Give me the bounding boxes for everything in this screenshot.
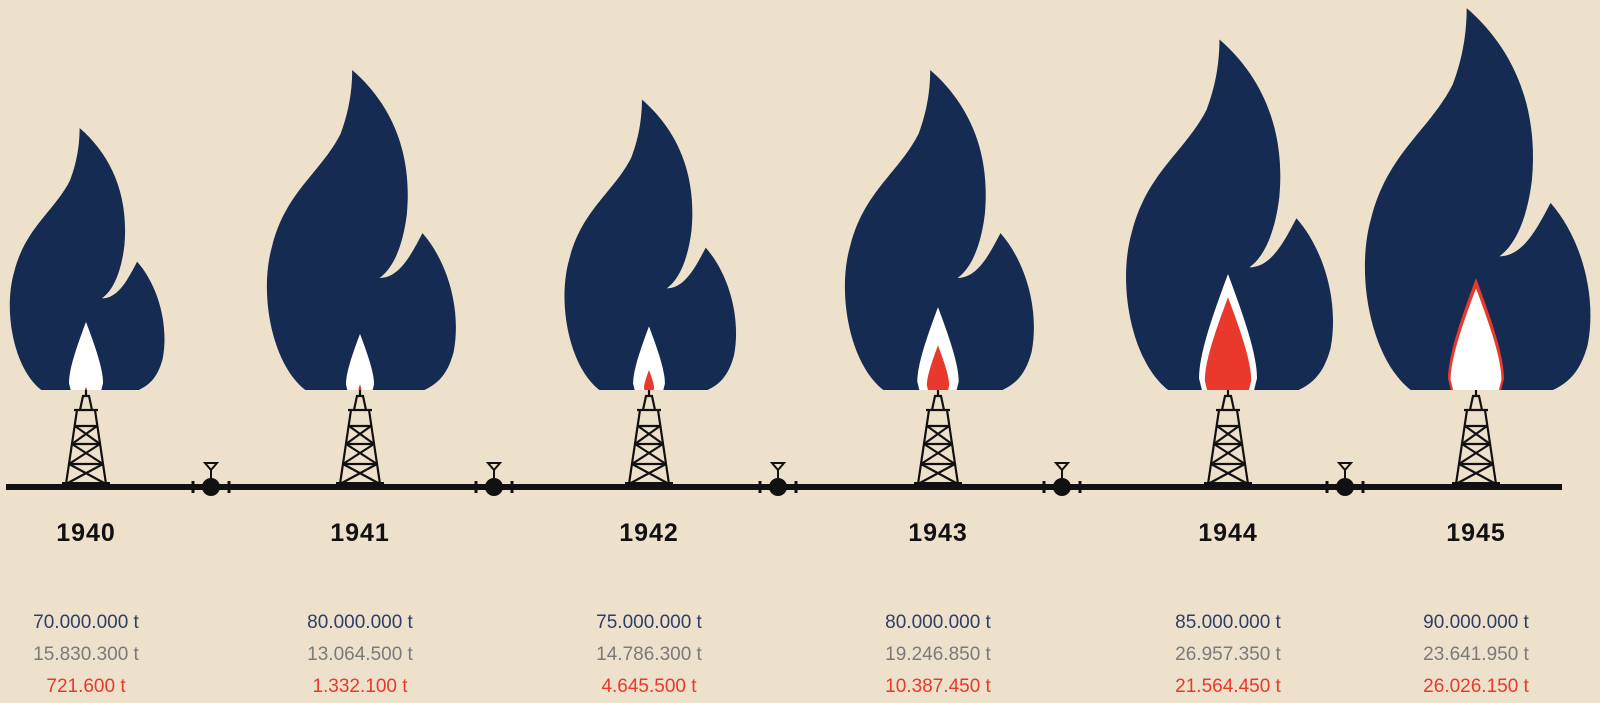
derrick [334,388,386,486]
value-label: 26.957.350 t [1175,644,1281,665]
valve [758,461,798,498]
year: 1941 [330,519,390,547]
value-label: 85.000.000 t [1175,612,1281,633]
year: 1940 [56,519,116,547]
derrick [1202,388,1254,486]
derrick [60,388,112,486]
flame-base-cut [0,390,246,398]
year: 1944 [1198,519,1258,547]
year: 1942 [619,519,679,547]
value-label: 75.000.000 t [596,612,702,633]
value-label: 1.332.100 t [312,676,408,697]
value-label: 15.830.300 t [33,644,139,665]
white-flame [633,326,665,390]
flame [1126,39,1334,390]
value-label: 26.026.150 t [1423,676,1529,697]
red-flame [644,370,654,390]
timeline: 1940 70.000.000 t 15.830.300 t 721.600 t 194… [0,8,1600,697]
flame [1364,8,1591,390]
valve [1325,461,1365,498]
red-flame [85,386,87,390]
year: 1945 [1446,519,1506,547]
value-label: 10.387.450 t [885,676,991,697]
white-flame [345,333,375,390]
value-label: 4.645.500 t [601,676,697,697]
value-label: 80.000.000 t [885,612,991,633]
value-label: 80.000.000 t [307,612,413,633]
valve [191,461,231,498]
value-label: 90.000.000 t [1423,612,1529,633]
derrick [1450,388,1502,486]
value-label: 70.000.000 t [33,612,139,633]
red-flame [1204,297,1252,390]
value-label: 13.064.500 t [307,644,413,665]
white-flame [1450,288,1502,390]
valve [474,461,514,498]
derrick [912,388,964,486]
value-label: 19.246.850 t [885,644,991,665]
red-flame [926,345,950,390]
flame [564,99,737,390]
valve [1042,461,1082,498]
flame [266,69,456,390]
derrick [623,388,675,486]
flame [844,69,1034,390]
year: 1943 [908,519,968,547]
value-label: 14.786.300 t [596,644,702,665]
red-flame [358,384,362,390]
flame [9,128,165,390]
white-flame [68,321,104,390]
value-label: 23.641.950 t [1423,644,1529,665]
value-label: 721.600 t [46,676,126,697]
value-label: 21.564.450 t [1175,676,1281,697]
flame-base-cut [1243,390,1600,398]
